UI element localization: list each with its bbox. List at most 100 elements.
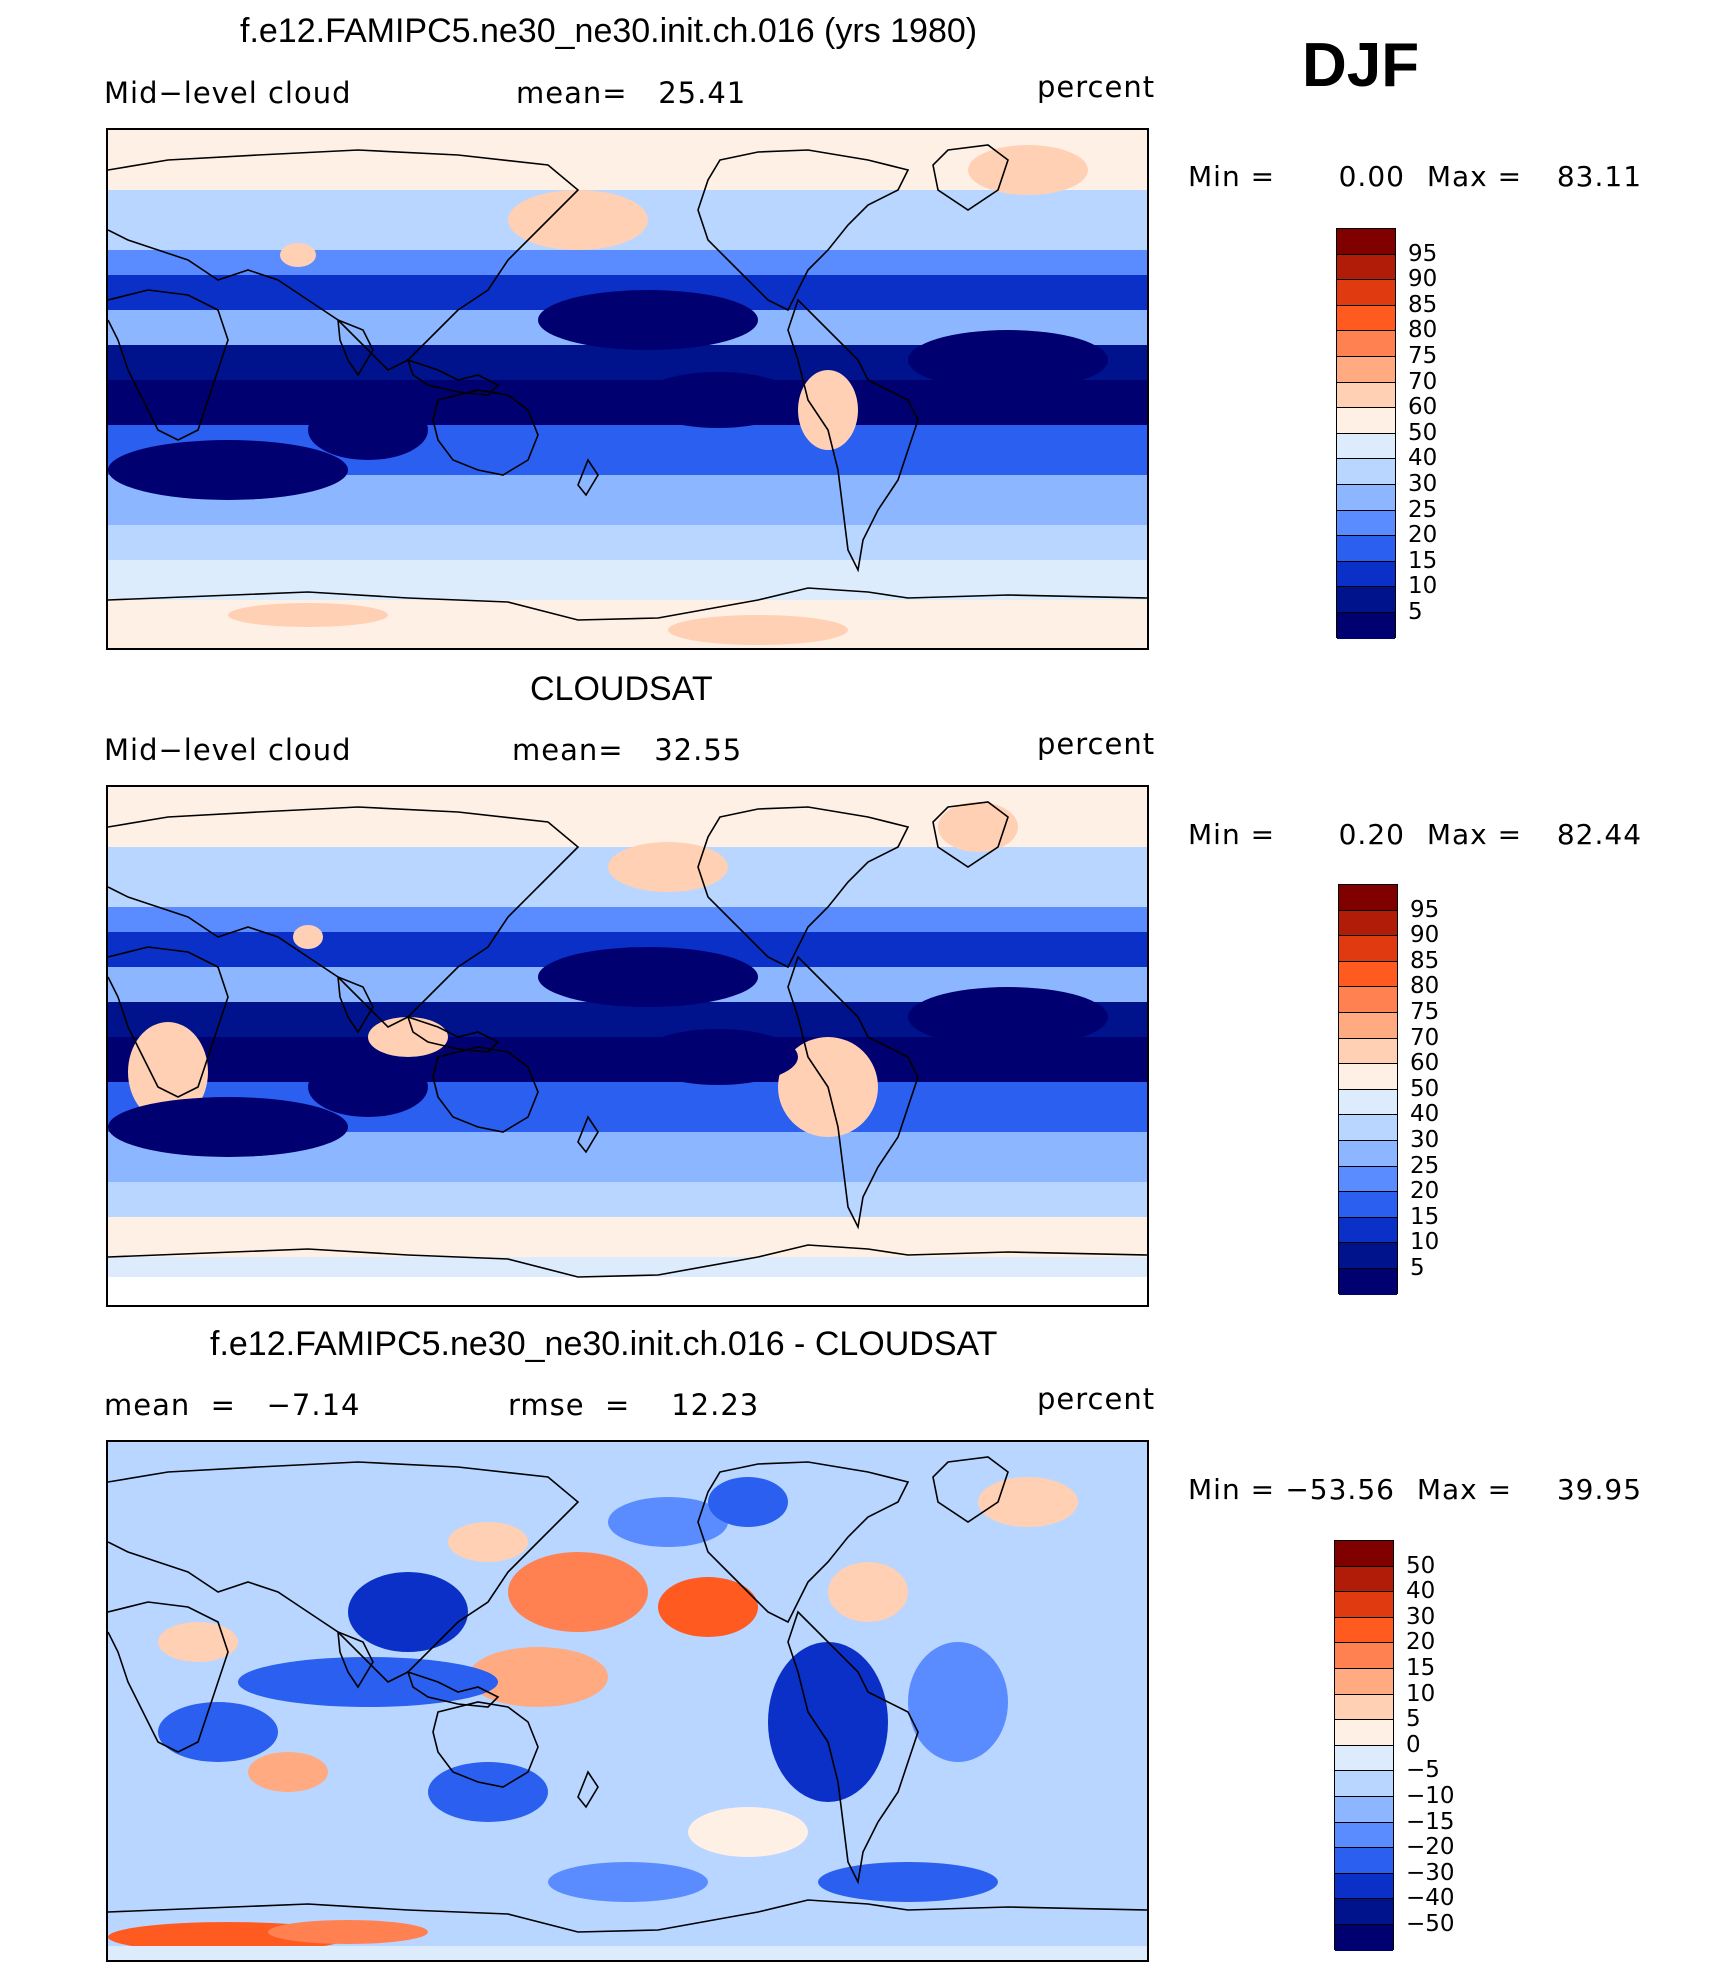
panel-3-max-label: Max = xyxy=(1416,1473,1513,1506)
panel-2-max-label: Max = xyxy=(1426,818,1523,851)
panel-3-min-label: Min = xyxy=(1188,1473,1276,1506)
colorbar-tick-label: 15 xyxy=(1408,547,1438,574)
colorbar-swatch xyxy=(1335,1771,1393,1797)
colorbar-swatch xyxy=(1339,885,1397,911)
colorbar-tick-label: 5 xyxy=(1410,1255,1425,1281)
panel-3-min-max: Min = −53.56 Max = 39.95 xyxy=(1188,1473,1642,1506)
colorbar-swatch xyxy=(1339,1115,1397,1141)
colorbar-swatch xyxy=(1335,1694,1393,1721)
colorbar-tick-label: 80 xyxy=(1408,317,1438,344)
colorbar-tick-label: 15 xyxy=(1410,1203,1440,1230)
colorbar-swatch xyxy=(1337,305,1395,332)
colorbar-swatch xyxy=(1335,1848,1393,1874)
panel-1-mean-label: mean= 25.41 xyxy=(516,76,747,110)
colorbar-swatches xyxy=(1334,1540,1394,1951)
colorbar-tick-label: −40 xyxy=(1406,1885,1455,1912)
colorbar-tick-label: 30 xyxy=(1406,1603,1436,1630)
colorbar-swatch xyxy=(1335,1617,1393,1644)
panel-3-rmse-label: rmse = 12.23 xyxy=(508,1388,760,1422)
colorbar-swatch xyxy=(1339,1038,1397,1065)
colorbar-swatch xyxy=(1337,587,1395,613)
colorbar-tick-label: 25 xyxy=(1408,496,1438,523)
colorbar-tick-label: 40 xyxy=(1410,1101,1440,1128)
panel-2-mean-label: mean= 32.55 xyxy=(512,733,743,767)
colorbar-swatch xyxy=(1339,1192,1397,1218)
colorbar-tick-label: 75 xyxy=(1408,343,1438,369)
colorbar-tick-label: 90 xyxy=(1408,266,1438,293)
colorbar-swatch xyxy=(1337,356,1395,383)
colorbar-swatch xyxy=(1339,1140,1397,1167)
colorbar-tick-label: 50 xyxy=(1408,419,1438,446)
colorbar-tick-label: 70 xyxy=(1410,1024,1440,1051)
colorbar-swatch xyxy=(1335,1668,1393,1695)
panel-3-min-value: −53.56 xyxy=(1285,1473,1395,1506)
colorbar-swatch xyxy=(1335,1899,1393,1925)
colorbar-tick-label: 5 xyxy=(1408,599,1423,625)
panel-3-mean-label: mean = −7.14 xyxy=(104,1388,361,1422)
colorbar-tick-label: 75 xyxy=(1410,999,1440,1025)
colorbar-swatch xyxy=(1339,1089,1397,1116)
panel-1-min-label: Min = xyxy=(1188,160,1276,193)
colorbar-swatch xyxy=(1335,1796,1393,1823)
colorbar-swatch xyxy=(1339,961,1397,988)
panel-1-min-max: Min = 0.00 Max = 83.11 xyxy=(1188,160,1642,193)
season-label: DJF xyxy=(1302,31,1420,100)
colorbar-tick-label: 95 xyxy=(1410,896,1440,923)
panel-3-map xyxy=(106,1440,1149,1962)
panel-3-units-label: percent xyxy=(1037,1382,1156,1416)
colorbar-swatch xyxy=(1339,987,1397,1013)
colorbar-swatch xyxy=(1337,433,1395,460)
colorbar-swatch xyxy=(1337,408,1395,434)
colorbar-swatch xyxy=(1337,510,1395,537)
colorbar-swatch xyxy=(1337,459,1395,485)
colorbar-tick-label: 5 xyxy=(1406,1706,1421,1733)
colorbar-tick-label: 40 xyxy=(1408,445,1438,472)
colorbar-tick-label: 85 xyxy=(1410,947,1440,974)
colorbar-swatch xyxy=(1337,331,1395,357)
colorbar-tick-label: 40 xyxy=(1406,1578,1436,1605)
panel-1-max-value: 83.11 xyxy=(1556,160,1643,193)
colorbar-tick-label: 85 xyxy=(1408,291,1438,318)
panel-2-title: CLOUDSAT xyxy=(530,670,713,708)
colorbar-tick-label: 60 xyxy=(1410,1050,1440,1077)
panel-2-min-max: Min = 0.20 Max = 82.44 xyxy=(1188,818,1642,851)
colorbar-tick-label: −15 xyxy=(1406,1808,1455,1835)
panel-3-max-value: 39.95 xyxy=(1556,1473,1643,1506)
colorbar-swatch xyxy=(1335,1566,1393,1593)
colorbar-swatch xyxy=(1337,484,1395,511)
colorbar-swatch xyxy=(1335,1873,1393,1900)
colorbar-swatch xyxy=(1339,1268,1397,1295)
colorbar-tick-label: 95 xyxy=(1408,240,1438,267)
colorbar-tick-label: 50 xyxy=(1406,1552,1436,1579)
colorbar-tick-label: 20 xyxy=(1410,1178,1440,1205)
colorbar-tick-label: 80 xyxy=(1410,973,1440,1000)
panel-2-variable-label: Mid−level cloud xyxy=(104,733,352,767)
colorbar-tick-label: 20 xyxy=(1408,522,1438,549)
colorbar-swatch xyxy=(1339,910,1397,937)
colorbar-swatches xyxy=(1338,884,1398,1295)
colorbar-swatch xyxy=(1335,1924,1393,1951)
colorbar-swatch xyxy=(1337,229,1395,255)
colorbar-tick-label: 0 xyxy=(1406,1731,1421,1758)
colorbar-swatch xyxy=(1335,1720,1393,1746)
colorbar-swatch xyxy=(1335,1745,1393,1772)
colorbar-tick-label: 50 xyxy=(1410,1075,1440,1102)
colorbar-swatch xyxy=(1337,280,1395,306)
colorbar-tick-label: −50 xyxy=(1406,1911,1455,1937)
colorbar-tick-label: 30 xyxy=(1410,1127,1440,1153)
colorbar-swatch xyxy=(1339,1217,1397,1244)
colorbar-tick-label: 10 xyxy=(1408,573,1438,600)
panel-2-min-value: 0.20 xyxy=(1338,818,1405,851)
colorbar-swatch xyxy=(1335,1592,1393,1618)
colorbar-tick-label: −10 xyxy=(1406,1783,1455,1809)
colorbar-tick-label: −20 xyxy=(1406,1834,1455,1861)
colorbar-tick-label: 30 xyxy=(1408,471,1438,497)
colorbar-swatch xyxy=(1335,1822,1393,1849)
panel-1-units-label: percent xyxy=(1037,70,1156,104)
colorbar-swatch xyxy=(1335,1643,1393,1669)
panel-1-title: f.e12.FAMIPC5.ne30_ne30.init.ch.016 (yrs… xyxy=(240,12,978,50)
panel-2-map xyxy=(106,785,1149,1307)
panel-1-map xyxy=(106,128,1149,650)
colorbar-swatch xyxy=(1339,936,1397,962)
colorbar-swatch xyxy=(1339,1012,1397,1039)
